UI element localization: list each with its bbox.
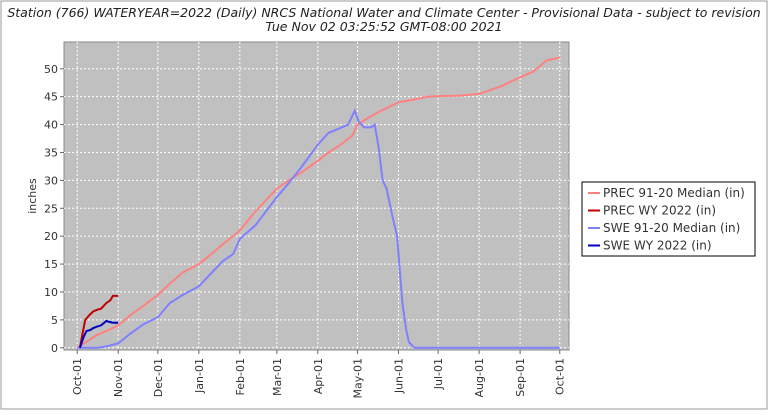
y-tick-label: 10 — [44, 286, 58, 299]
legend-label: PREC WY 2022 (in) — [603, 204, 716, 218]
x-tick-label: Dec-01 — [152, 358, 165, 397]
y-tick-label: 30 — [44, 174, 58, 187]
x-tick-label: Aug-01 — [473, 358, 486, 397]
series-line — [76, 56, 560, 349]
series-line — [78, 294, 119, 348]
x-tick-label: Sep-01 — [514, 358, 527, 397]
legend-label: SWE WY 2022 (in) — [603, 239, 712, 253]
y-tick-label: 45 — [44, 91, 58, 104]
x-tick-label: Jul-01 — [432, 358, 445, 390]
x-tick-label: Apr-01 — [312, 358, 325, 394]
legend-label: SWE 91-20 Median (in) — [603, 221, 740, 235]
y-tick-label: 20 — [44, 230, 58, 243]
x-tick-label: Oct-01 — [554, 358, 567, 395]
x-tick-label: May-01 — [351, 358, 364, 399]
y-tick-label: 5 — [51, 314, 58, 327]
x-tick-label: Oct-01 — [71, 358, 84, 395]
x-tick-label: Nov-01 — [112, 358, 125, 397]
y-tick-label: 25 — [44, 202, 58, 215]
legend-label: PREC 91-20 Median (in) — [603, 186, 745, 200]
y-axis-label: inches — [26, 178, 39, 214]
y-tick-label: 50 — [44, 63, 58, 76]
y-tick-label: 40 — [44, 119, 58, 132]
x-tick-label: Jan-01 — [193, 358, 206, 394]
plot-area — [63, 41, 570, 351]
legend-box — [581, 181, 756, 257]
series-line — [78, 319, 119, 349]
chart-subtitle: Tue Nov 02 03:25:52 GMT-08:00 2021 — [266, 19, 503, 34]
y-tick-label: 15 — [44, 258, 58, 271]
y-tick-label: 0 — [51, 342, 58, 355]
series-line — [77, 107, 560, 349]
x-tick-label: Jun-01 — [392, 358, 405, 394]
x-tick-label: Feb-01 — [234, 358, 247, 395]
chart-title: Station (766) WATERYEAR=2022 (Daily) NRC… — [7, 5, 760, 20]
y-tick-label: 35 — [44, 146, 58, 159]
x-tick-label: Mar-01 — [271, 358, 284, 396]
